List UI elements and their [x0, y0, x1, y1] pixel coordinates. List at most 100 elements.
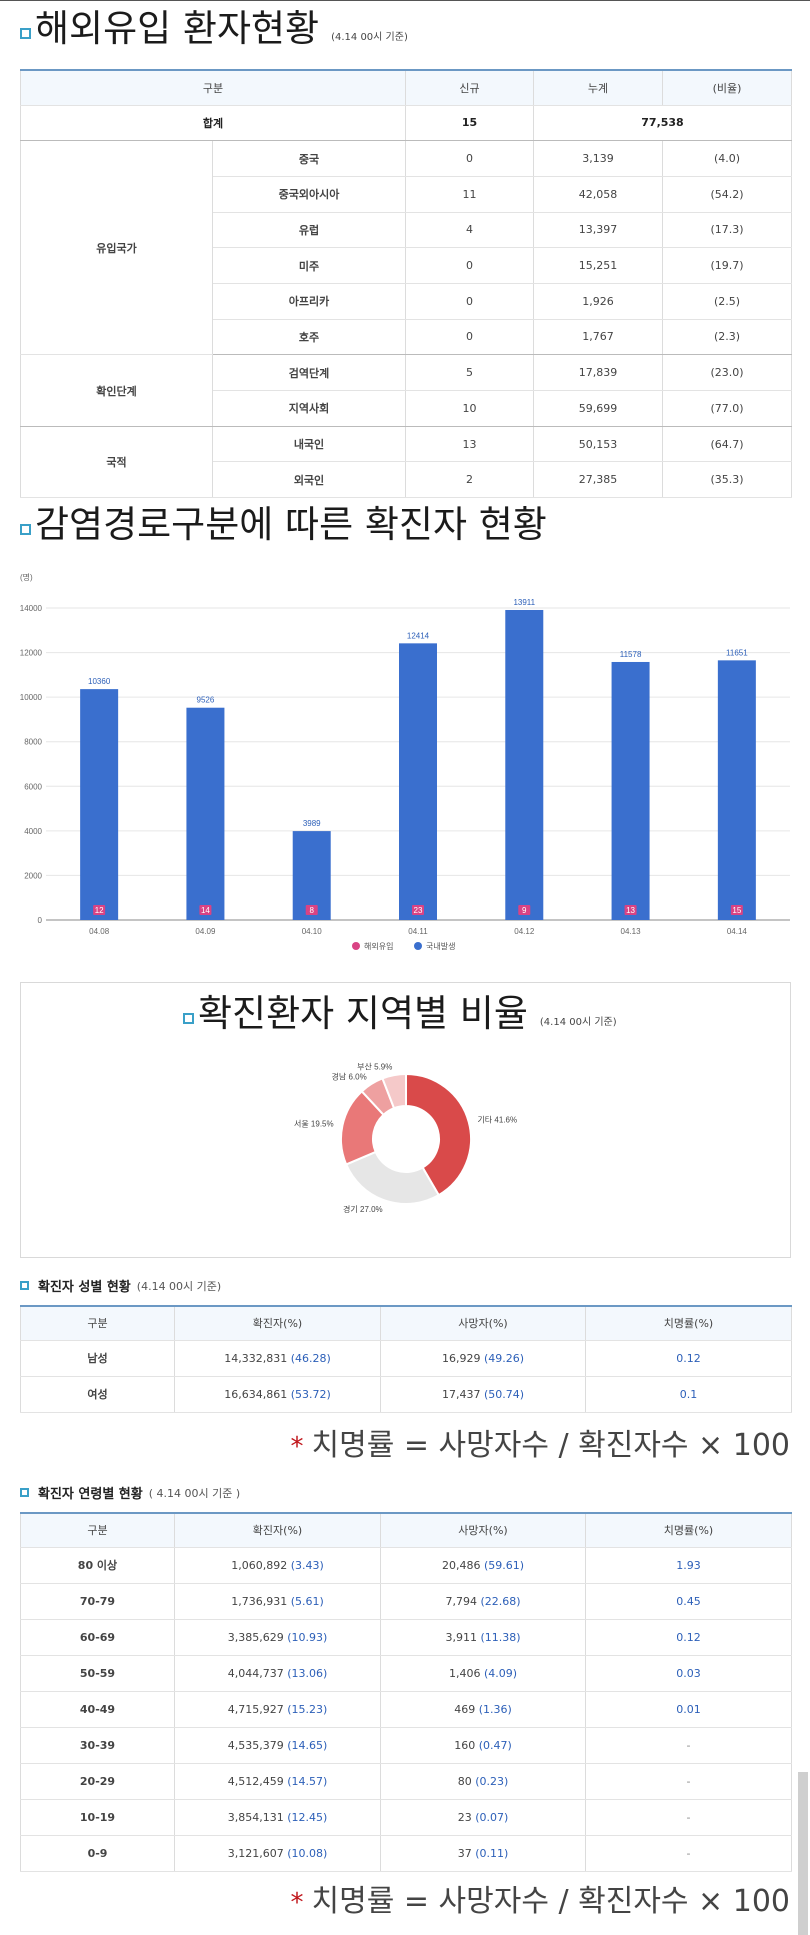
- bullet-square-icon: [20, 524, 31, 535]
- legend-label: 해외유입: [364, 941, 393, 951]
- row-cum: 1,767: [533, 319, 663, 356]
- bar-overseas-marker: [199, 905, 212, 915]
- y-unit-label: (명): [20, 572, 33, 582]
- y-tick-label: 2000: [24, 871, 42, 880]
- bullet-square-icon: [20, 28, 31, 39]
- section-title: 확진자 연령별 현황: [38, 1487, 143, 1502]
- row-ratio: (64.7): [662, 426, 792, 463]
- row-name: 내국인: [212, 426, 406, 463]
- row-new: 0: [405, 140, 534, 177]
- row-ratio: (35.3): [662, 461, 792, 499]
- bullet-square-icon: [183, 1013, 194, 1024]
- bar-overseas-marker: [730, 905, 743, 915]
- fatality-formula: * 치명률 = 사망자수 / 확진자수 × 100: [291, 1420, 790, 1464]
- total-row: 합계 15 77,538: [20, 105, 792, 142]
- bar-domestic: [505, 609, 544, 920]
- header-fatality: 치명률(%): [585, 1513, 792, 1548]
- row-fatality: 0.12: [585, 1619, 792, 1656]
- row-label: 70-79: [20, 1583, 175, 1620]
- row-fatality: -: [585, 1799, 792, 1836]
- row-ratio: (4.0): [662, 140, 792, 177]
- top-divider: [0, 0, 810, 1]
- bullet-square-icon: [20, 1281, 29, 1290]
- row-label: 여성: [20, 1376, 175, 1413]
- bar-value-label: 9526: [197, 696, 215, 705]
- row-deaths: 20,486 (59.61): [380, 1547, 586, 1584]
- row-fatality: 0.01: [585, 1691, 792, 1728]
- row-cases: 14,332,831 (46.28): [174, 1340, 381, 1377]
- row-label: 50-59: [20, 1655, 175, 1692]
- row-new: 10: [405, 390, 534, 427]
- header-fatality: 치명률(%): [585, 1306, 792, 1341]
- header-deaths: 사망자(%): [380, 1306, 586, 1341]
- row-label: 60-69: [20, 1619, 175, 1656]
- row-new: 11: [405, 176, 534, 213]
- asterisk-mark: *: [290, 1888, 304, 1918]
- row-deaths: 16,929 (49.26): [380, 1340, 586, 1377]
- row-ratio: (54.2): [662, 176, 792, 213]
- bar-overseas-marker: [305, 905, 318, 915]
- header-cases: 확진자(%): [174, 1513, 381, 1548]
- table-row: 60-69 3,385,629 (10.93) 3,911 (11.38) 0.12: [20, 1619, 792, 1656]
- row-label: 80 이상: [20, 1547, 175, 1584]
- y-tick-label: 0: [38, 916, 43, 925]
- x-tick-label: 04.13: [621, 927, 642, 936]
- x-tick-label: 04.09: [195, 927, 216, 936]
- table-row: 지역사회 10 59,699 (77.0): [21, 390, 792, 427]
- row-label: 0-9: [20, 1835, 175, 1872]
- row-cases: 1,736,931 (5.61): [174, 1583, 381, 1620]
- bar-overseas-marker: [518, 905, 531, 915]
- row-name: 중국외아시아: [212, 176, 406, 213]
- row-fatality: 0.03: [585, 1655, 792, 1692]
- row-cases: 4,044,737 (13.06): [174, 1655, 381, 1692]
- row-label: 40-49: [20, 1691, 175, 1728]
- section-title: 해외유입 환자현황: [35, 7, 320, 50]
- donut-label: 경기 27.0%: [343, 1204, 383, 1214]
- region-ratio-panel: 확진환자 지역별 비율 (4.14 00시 기준) 기타 41.6% 경기 27.…: [20, 982, 791, 1258]
- bar-chart: (명) 0 2000 4000 6000 8000 10000 12000 14000 10360…: [0, 560, 810, 960]
- scrollbar-thumb[interactable]: [798, 1772, 808, 1935]
- row-name: 유럽: [212, 212, 406, 249]
- overseas-value-label: 15: [732, 906, 741, 915]
- row-deaths: 23 (0.07): [380, 1799, 586, 1836]
- row-fatality: 1.93: [585, 1547, 792, 1584]
- row-cum: 1,926: [533, 283, 663, 320]
- row-new: 5: [405, 354, 534, 391]
- overseas-value-label: 13: [626, 906, 635, 915]
- row-ratio: (2.5): [662, 283, 792, 320]
- donut-label: 기타 41.6%: [477, 1116, 517, 1125]
- row-label: 30-39: [20, 1727, 175, 1764]
- table-header-row: 구분 확진자(%) 사망자(%) 치명률(%): [20, 1513, 792, 1548]
- row-ratio: (17.3): [662, 212, 792, 249]
- table-row: 미주 0 15,251 (19.7): [21, 247, 792, 284]
- row-fatality: 0.45: [585, 1583, 792, 1620]
- row-cases: 16,634,861 (53.72): [174, 1376, 381, 1413]
- overseas-value-label: 8: [309, 906, 314, 915]
- header-ratio: (비율): [662, 70, 792, 106]
- row-fatality: -: [585, 1763, 792, 1800]
- row-deaths: 7,794 (22.68): [380, 1583, 586, 1620]
- table-row: 30-39 4,535,379 (14.65) 160 (0.47) -: [20, 1727, 792, 1764]
- section-route-heading: 감염경로구분에 따른 확진자 현황: [20, 506, 547, 543]
- row-fatality: 0.1: [585, 1376, 792, 1413]
- row-cum: 42,058: [533, 176, 663, 213]
- row-deaths: 80 (0.23): [380, 1763, 586, 1800]
- table-row: 40-49 4,715,927 (15.23) 469 (1.36) 0.01: [20, 1691, 792, 1728]
- row-new: 0: [405, 283, 534, 320]
- row-deaths: 160 (0.47): [380, 1727, 586, 1764]
- header-category: 구분: [20, 1306, 175, 1341]
- bar-overseas-marker: [93, 905, 106, 915]
- row-name: 아프리카: [212, 283, 406, 320]
- y-tick-label: 12000: [20, 649, 43, 658]
- row-cases: 3,854,131 (12.45): [174, 1799, 381, 1836]
- bar-value-label: 11651: [726, 648, 748, 657]
- x-tick-label: 04.10: [302, 927, 323, 936]
- overseas-value-label: 9: [522, 906, 527, 915]
- bar-chart-svg: (명) 0 2000 4000 6000 8000 10000 12000 14000 10360…: [20, 572, 790, 951]
- row-cum: 27,385: [533, 461, 663, 499]
- header-category: 구분: [20, 1513, 175, 1548]
- x-tick-label: 04.08: [89, 927, 110, 936]
- row-name: 미주: [212, 247, 406, 284]
- donut-label: 경남 6.0%: [332, 1071, 367, 1081]
- row-name: 지역사회: [212, 390, 406, 427]
